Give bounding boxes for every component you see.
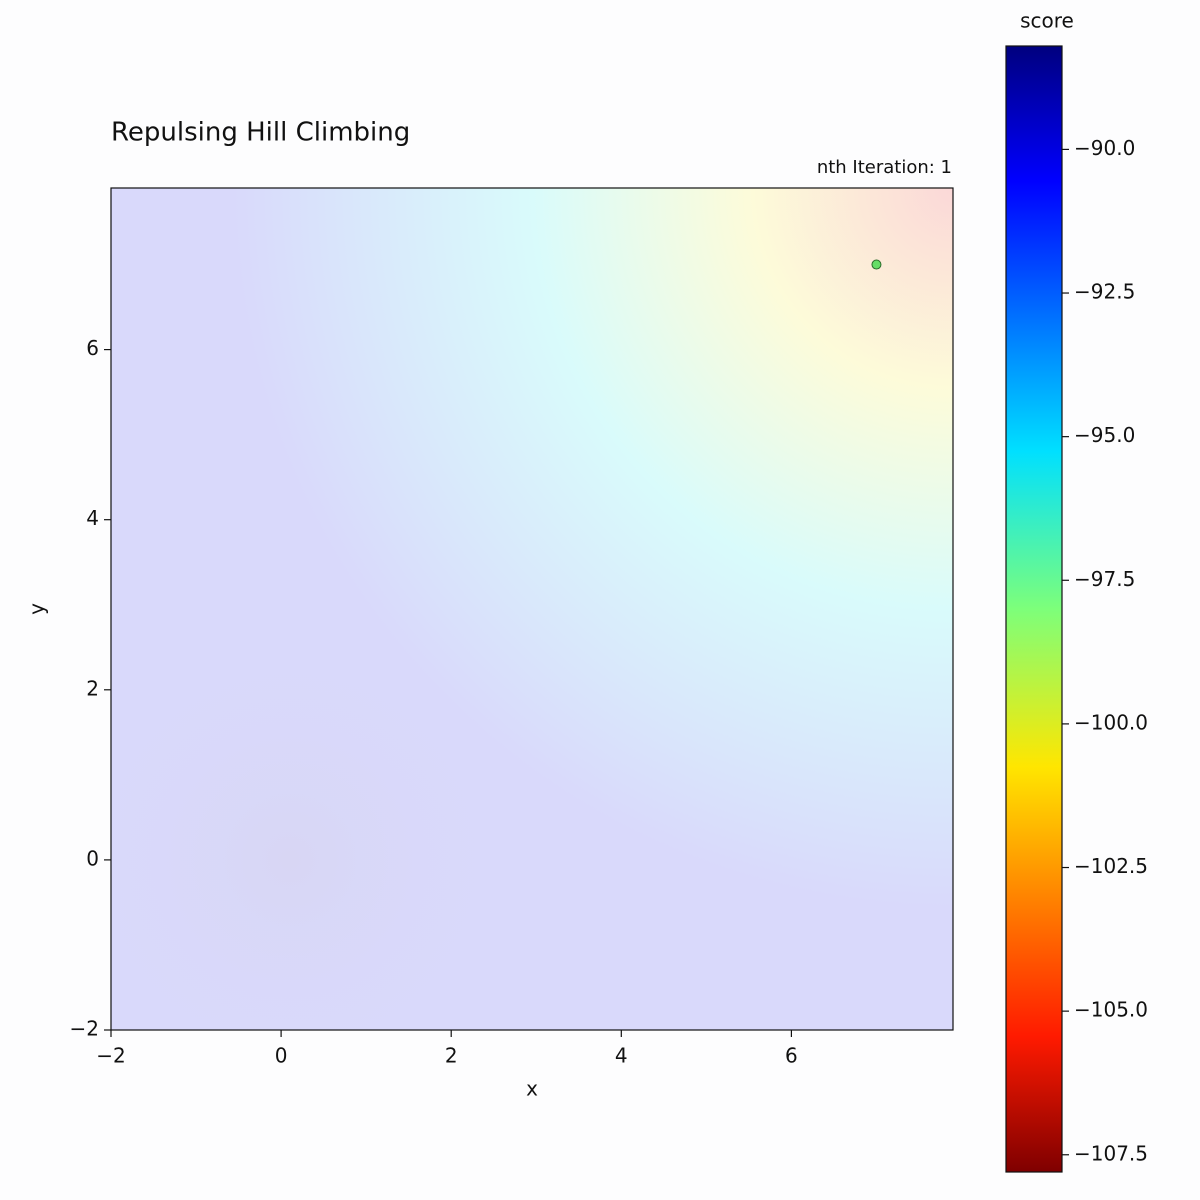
colorbar-tick-label: −97.5: [1074, 567, 1135, 591]
y-tick-label: 0: [86, 846, 99, 870]
colorbar: [1005, 45, 1063, 1173]
point: [871, 259, 882, 270]
y-tick-label: 2: [86, 676, 99, 700]
y-tick-label: −2: [70, 1017, 99, 1041]
colorbar-tick-label: −90.0: [1074, 136, 1135, 160]
colorbar-label: score: [1020, 9, 1074, 33]
y-axis-label: y: [25, 603, 49, 615]
y-tick-label: 4: [86, 506, 99, 530]
annotation: nth Iteration: 1: [817, 157, 952, 178]
colorbar-tick-label: −102.5: [1074, 854, 1148, 878]
x-tick-label: 4: [615, 1044, 628, 1068]
x-tick-label: 2: [445, 1044, 458, 1068]
plot-frame: [110, 187, 954, 1031]
colorbar-tick-label: −105.0: [1074, 998, 1148, 1022]
chart-title: Repulsing Hill Climbing: [111, 118, 410, 148]
colorbar-tick-label: −100.0: [1074, 710, 1148, 734]
x-tick-label: 6: [785, 1044, 798, 1068]
x-tick-label: 0: [275, 1044, 288, 1068]
score-field-dip: [111, 188, 953, 1030]
y-tick-label: 6: [86, 336, 99, 360]
x-axis-label: x: [526, 1077, 538, 1101]
x-tick-label: −2: [96, 1044, 125, 1068]
colorbar-tick-label: −92.5: [1074, 280, 1135, 304]
colorbar-tick-label: −95.0: [1074, 423, 1135, 447]
colorbar-tick-label: −107.5: [1074, 1141, 1148, 1165]
